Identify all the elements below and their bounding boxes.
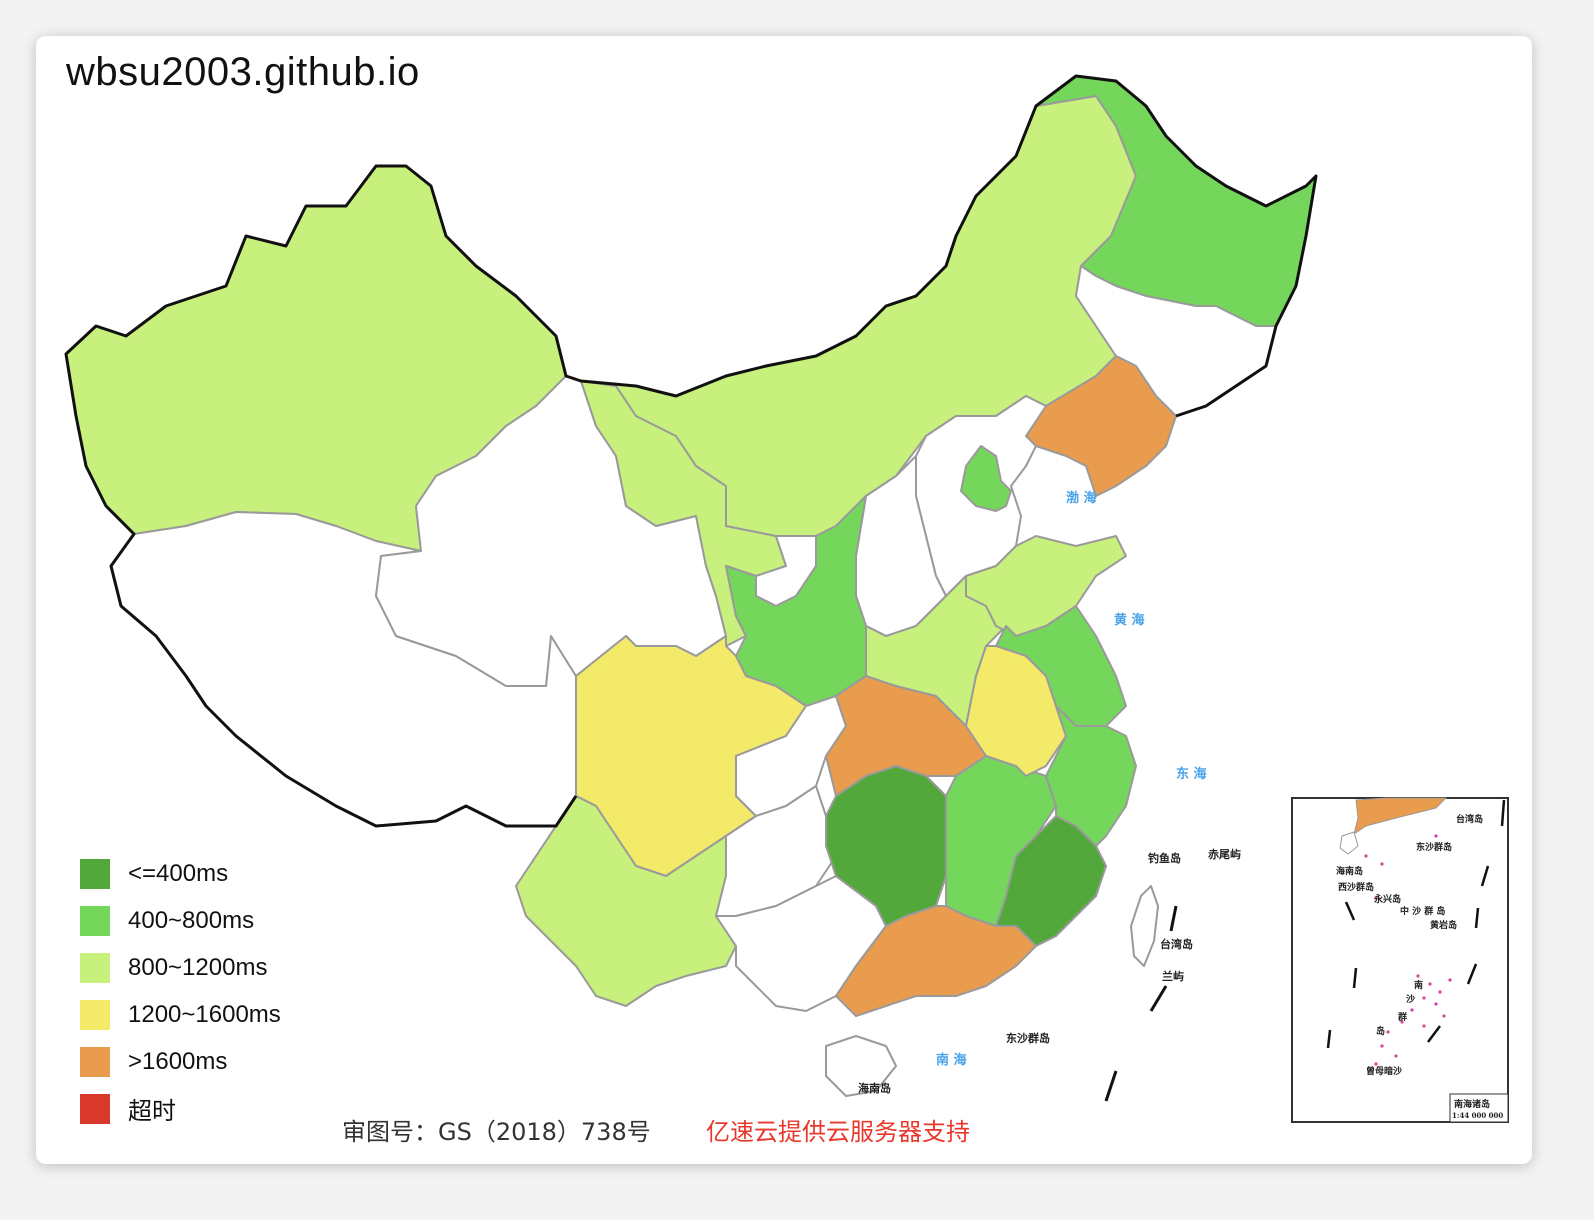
region-guangdong[interactable] — [835, 905, 1037, 1017]
legend-swatch — [80, 1046, 110, 1077]
inset-label-yongxing: 永兴岛 — [1373, 893, 1401, 905]
legend-label: >1600ms — [128, 1047, 228, 1075]
legend-label: 800~1200ms — [128, 953, 268, 981]
place-label-dongsha: 东沙群岛 — [1006, 1031, 1050, 1045]
legend-label: 超时 — [128, 1098, 176, 1125]
inset-label-nansha-2: 沙 — [1406, 994, 1415, 1005]
region-liaoning[interactable] — [1025, 355, 1177, 497]
inset-label-taiwan: 台湾岛 — [1456, 813, 1483, 825]
sea-label-nanhai: 南 海 — [936, 1052, 967, 1068]
inset-label-dongsha: 东沙群岛 — [1416, 841, 1452, 853]
national-border — [64, 74, 1318, 828]
legend-swatch — [80, 1093, 110, 1124]
south-china-sea-inset: 台湾岛 东沙群岛 海南岛 西沙群岛 永兴岛 中 沙 群 岛 黄岩岛 南 沙 群 … — [1291, 797, 1509, 1123]
legend-swatch — [80, 858, 110, 889]
sea-label-bohai: 渤 海 — [1066, 490, 1097, 506]
place-label-diaoyu: 钓鱼岛 — [1148, 851, 1181, 865]
legend-item: 超时 — [80, 1085, 281, 1132]
inset-label-zhongsha: 中 沙 群 岛 — [1400, 905, 1445, 917]
region-yunnan[interactable] — [515, 795, 737, 1007]
legend-swatch — [80, 999, 110, 1030]
maritime-boundary-lines — [1104, 905, 1178, 1102]
inset-label-nansha-4: 岛 — [1376, 1025, 1385, 1037]
legend-item: 400~800ms — [80, 897, 281, 944]
legend-label: 1200~1600ms — [128, 1000, 281, 1028]
place-label-lanyu: 兰屿 — [1162, 969, 1184, 983]
region-zhejiang[interactable] — [1045, 705, 1137, 847]
inset-label-huangyan: 黄岩岛 — [1430, 919, 1457, 931]
place-label-chiwei: 赤尾屿 — [1208, 847, 1241, 861]
sea-label-huanghai: 黄 海 — [1114, 612, 1145, 628]
region-beijing[interactable] — [960, 445, 1012, 512]
map-approval-number: 审图号：GS（2018）738号 — [342, 1118, 651, 1146]
region-guizhou[interactable] — [715, 785, 837, 917]
legend-label: 400~800ms — [128, 906, 255, 934]
inset-label-nansha-1: 南 — [1414, 979, 1423, 991]
legend-item: >1600ms — [80, 1038, 281, 1085]
legend-swatch — [80, 905, 110, 936]
legend: <=400ms 400~800ms 800~1200ms 1200~1600ms… — [80, 850, 281, 1132]
inset-label-zengmu: 曾母暗沙 — [1366, 1065, 1402, 1077]
region-shandong[interactable] — [965, 535, 1127, 637]
legend-swatch — [80, 952, 110, 983]
legend-item: 800~1200ms — [80, 944, 281, 991]
legend-item: 1200~1600ms — [80, 991, 281, 1038]
sponsor-link[interactable]: 亿速云提供云服务器支持 — [706, 1118, 970, 1146]
region-taiwan[interactable] — [1130, 885, 1159, 967]
china-map: 渤 海 黄 海 东 海 南 海 钓鱼岛 赤尾屿 台湾岛 兰屿 东沙群岛 海南岛 — [64, 74, 1509, 1123]
inset-scale: 1:44 000 000 — [1452, 1111, 1503, 1120]
inset-label-nansha-3: 群 — [1397, 1011, 1407, 1023]
place-label-hainan: 海南岛 — [858, 1081, 891, 1095]
region-hainan[interactable] — [825, 1035, 897, 1097]
inset-title: 南海诸岛 — [1454, 1098, 1490, 1110]
inset-label-xisha: 西沙群岛 — [1338, 881, 1374, 893]
inset-label-hainan: 海南岛 — [1336, 865, 1363, 877]
sea-label-donghai: 东 海 — [1176, 766, 1207, 782]
map-card: wbsu2003.github.io — [36, 36, 1532, 1164]
site-title: wbsu2003.github.io — [66, 50, 420, 94]
legend-label: <=400ms — [128, 859, 229, 887]
legend-item: <=400ms — [80, 850, 281, 897]
place-label-taiwan: 台湾岛 — [1160, 937, 1193, 951]
region-henan[interactable] — [865, 575, 1007, 727]
